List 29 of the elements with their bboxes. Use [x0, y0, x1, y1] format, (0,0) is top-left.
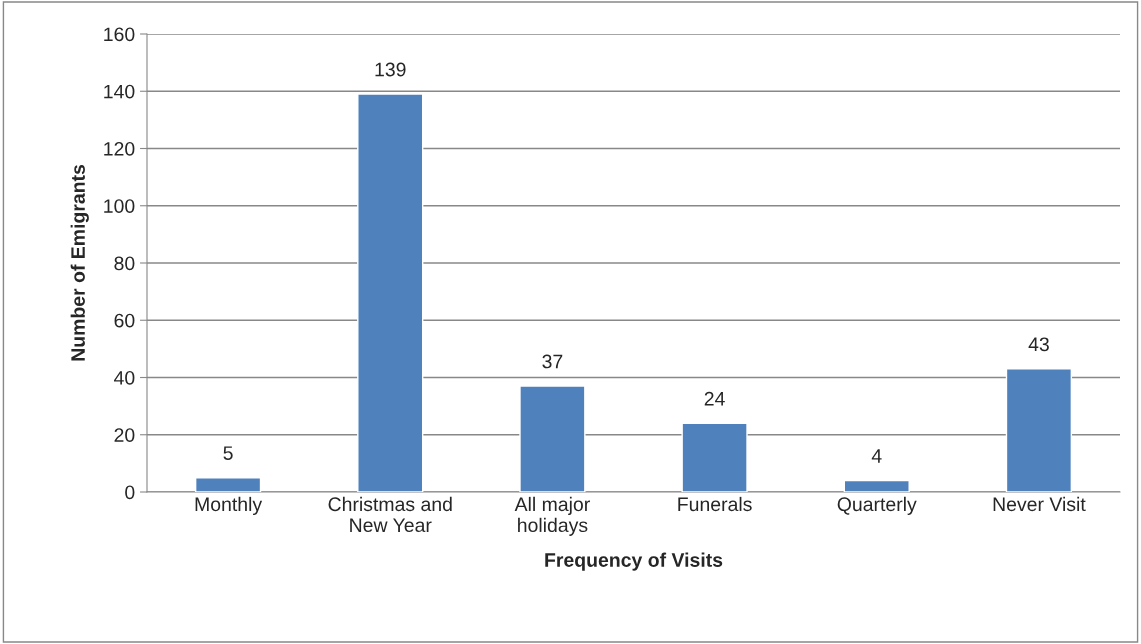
y-tick-label: 120 [104, 141, 135, 156]
x-tick-label: Never Visit [993, 496, 1086, 512]
bar [843, 479, 910, 492]
x-tick-label: All major holidays [514, 496, 590, 536]
y-axis-title: Number of Emigrants [70, 164, 89, 361]
x-tick-label: Funerals [678, 496, 752, 512]
y-tick-label: 0 [125, 485, 135, 500]
bar [357, 93, 424, 492]
data-label: 139 [375, 62, 406, 77]
bar [1005, 368, 1073, 492]
y-tick-label: 40 [114, 370, 135, 385]
data-label: 5 [223, 446, 233, 460]
bar [681, 422, 748, 492]
data-label: 43 [1028, 337, 1049, 352]
y-tick-label: 100 [104, 199, 135, 213]
y-tick-label: 80 [114, 256, 135, 271]
data-label: 4 [871, 449, 882, 463]
x-tick-label: Monthly [195, 496, 263, 515]
x-axis-title: Frequency of Visits [545, 552, 723, 571]
y-tick-label: 160 [104, 27, 135, 42]
y-tick-label: 60 [114, 313, 135, 328]
data-label: 24 [704, 391, 725, 406]
bar [519, 385, 586, 492]
x-tick-label: Christmas and New Year [328, 496, 452, 533]
y-tick-label: 20 [114, 428, 135, 442]
data-label: 37 [542, 354, 563, 369]
x-tick-label: Quarterly [837, 496, 917, 515]
y-tick-label: 140 [104, 84, 135, 99]
bar [194, 476, 262, 492]
